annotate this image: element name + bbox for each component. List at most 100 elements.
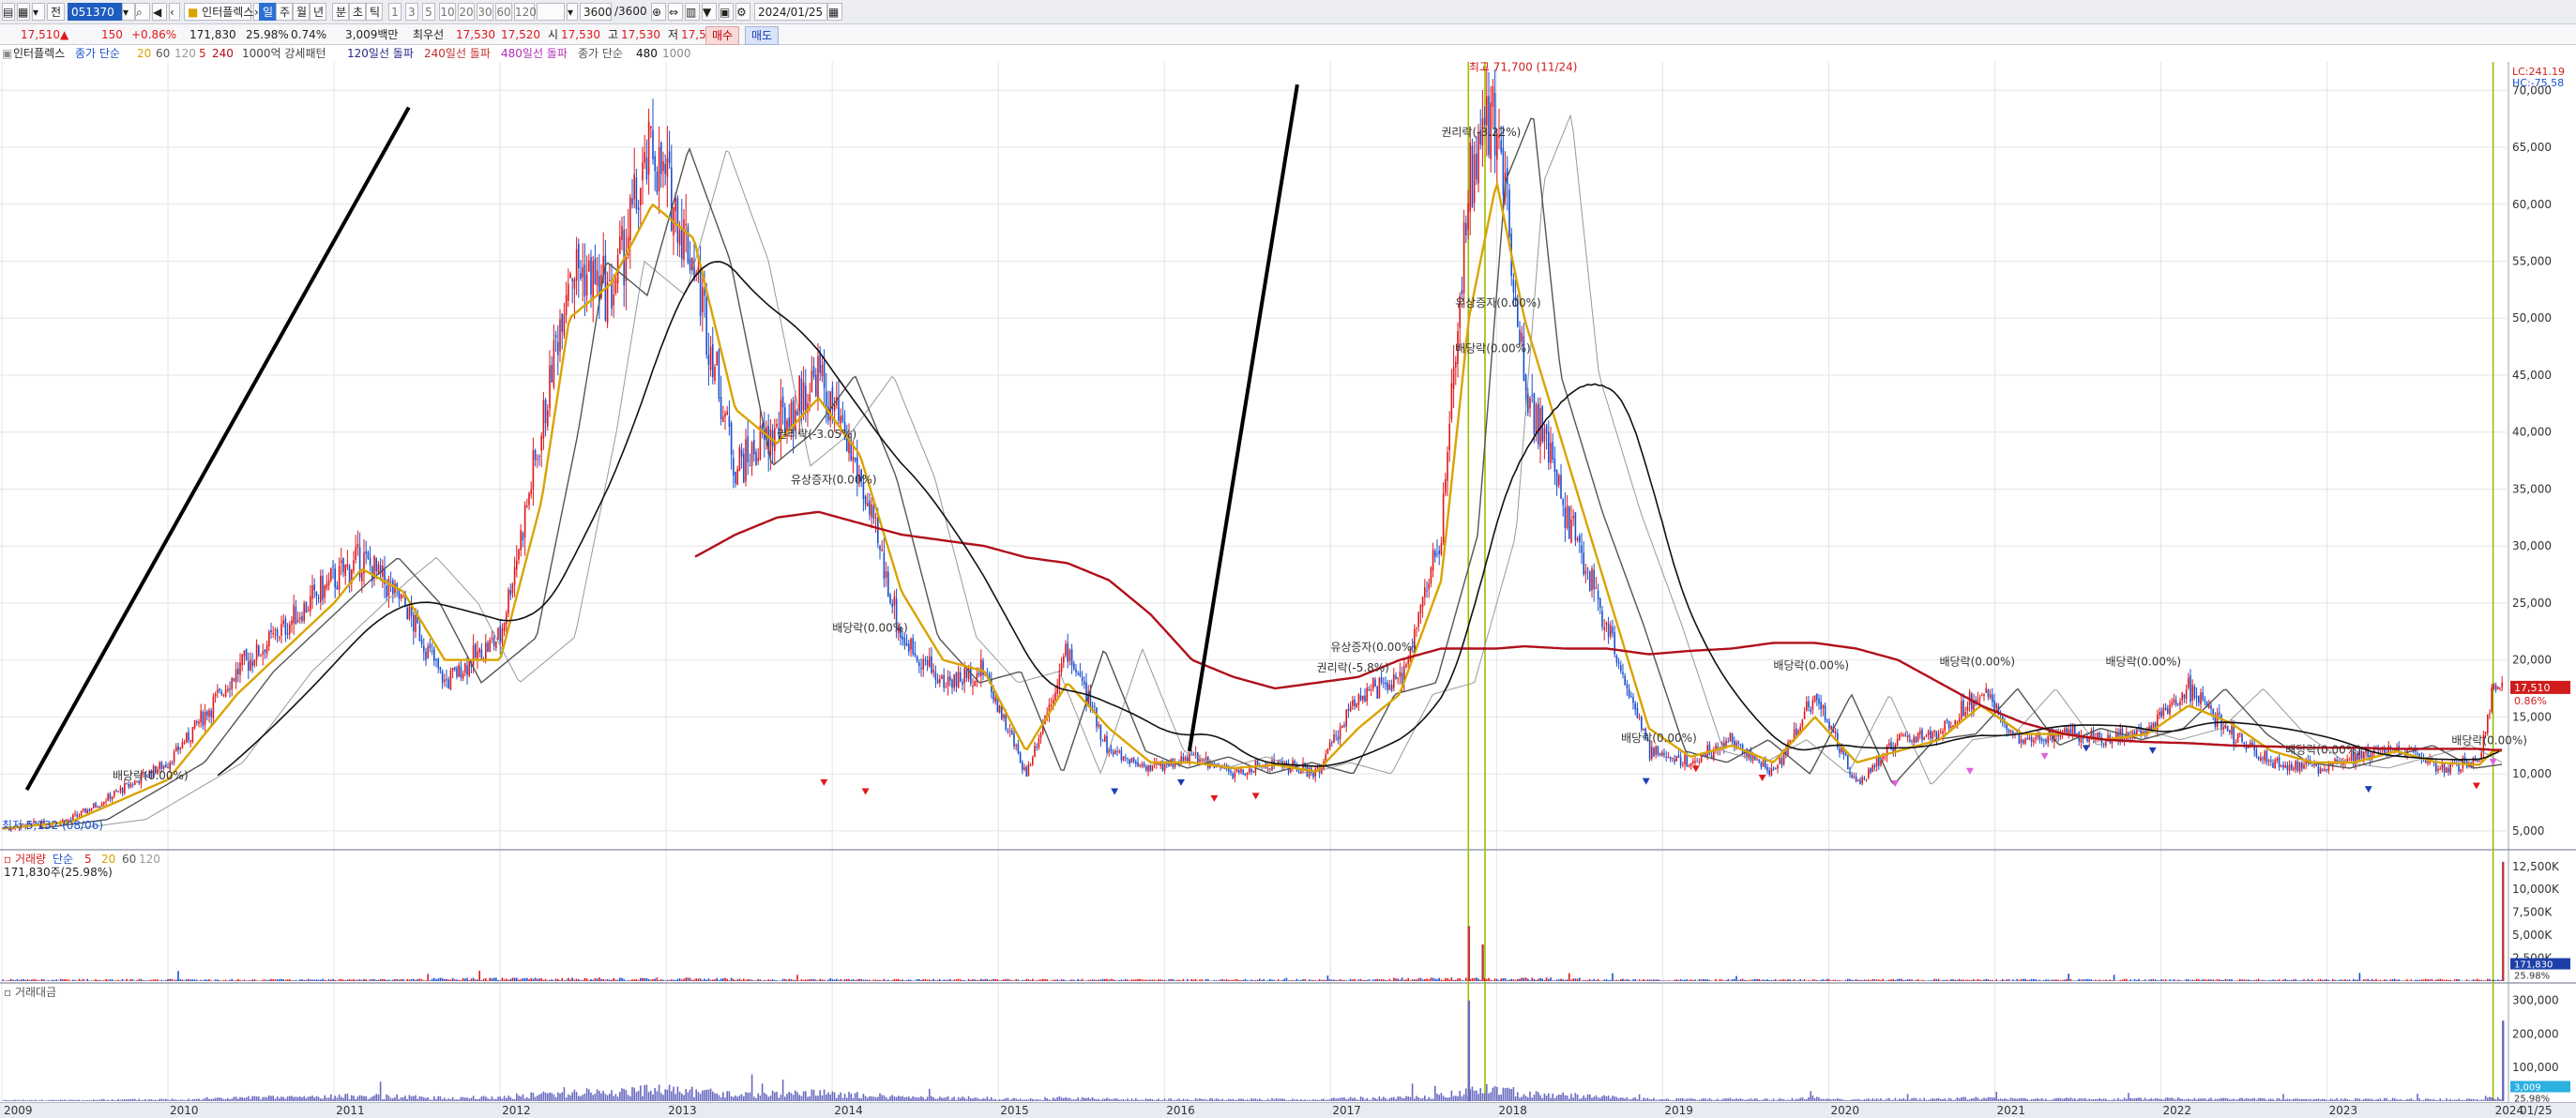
candle-body [660,142,662,174]
amount-bar [1524,1095,1527,1101]
candle-body [1981,695,1983,697]
calendar-icon[interactable]: ▦ [827,3,842,21]
period-week[interactable]: 주 [276,3,293,21]
candle-body [2278,757,2281,768]
minute-30[interactable]: 30 [477,3,493,21]
legend-ma-60[interactable]: 60 [156,47,171,60]
period-minute[interactable]: 분 [332,3,349,21]
legend-ma480b-label[interactable]: 종가 단순 [578,47,623,60]
volume-bar [2257,978,2260,981]
zoom-icon[interactable]: ⊕ [651,3,666,21]
minute-20[interactable]: 20 [458,3,475,21]
legend-ma-20[interactable]: 20 [137,47,152,60]
amount-bar [307,1096,310,1101]
candle-body [1416,627,1417,628]
amount-bar [709,1088,712,1101]
count-input[interactable]: 3600 [580,3,613,21]
custom-period-input[interactable] [537,3,565,21]
candle-body [2069,729,2072,735]
amount-bar [1760,1099,1763,1101]
volume-bar [1971,980,1973,981]
gear-icon[interactable]: ⚙ [735,3,750,21]
sell-button[interactable]: 매도 [745,26,780,45]
volume-bar [2449,979,2451,981]
amount-bar [2329,1098,2332,1101]
stock-chart[interactable]: 최고 71,700 (11/24)최저 5,132 (08/06)배당락(0.0… [0,62,2576,1118]
candle-body [1477,132,1479,184]
filter-icon[interactable]: ▼ [702,3,717,21]
code-dropdown-icon[interactable]: ▾ [122,3,135,21]
volume-bar [943,979,945,981]
legend-stock[interactable]: 인터플렉스 [13,47,66,60]
period-second[interactable]: 초 [349,3,366,21]
volume-bar [1032,978,1034,981]
buy-button[interactable]: 매수 [705,26,740,45]
stock-name-label: 인터플렉스 [202,6,254,19]
period-tick[interactable]: 틱 [366,3,383,21]
volume-bar [1436,979,1438,981]
volume-bar [2047,979,2049,981]
period-day[interactable]: 일 [259,3,276,21]
volume-spike [1481,944,1484,981]
legend-ma-120[interactable]: 120 [174,47,196,60]
amount-bar [1754,1098,1756,1101]
legend-ma-5[interactable]: 5 [199,47,206,60]
volume-bar [1290,980,1292,981]
stock-name[interactable]: ■ 인터플렉스 [184,3,254,21]
candle-body [175,747,177,751]
volume-bar [908,979,910,981]
minute-3[interactable]: 3 [405,3,418,21]
volume-bar [165,979,167,981]
legend-ma240-break[interactable]: 240일선 돌파 [424,47,491,60]
volume-bar [33,978,35,981]
amount-bar [148,1099,150,1101]
legend-ma480-break[interactable]: 480일선 돌파 [501,47,568,60]
candle-body [1651,747,1653,759]
window-menu-icon[interactable]: ▤ [2,3,15,21]
legend-toggle-icon[interactable]: ▣ [2,47,13,60]
prev-icon[interactable]: ‹ [169,3,180,21]
legend-ma120-break[interactable]: 120일선 돌파 [347,47,414,60]
legend-ma-240[interactable]: 240 [212,47,234,60]
volume-bar [726,978,728,981]
candle-body [722,415,724,422]
candle-body [1417,612,1419,627]
amount-bar [332,1098,334,1101]
scroll-icon[interactable]: ⇔ [668,3,683,21]
market-select[interactable]: 전 [47,3,66,21]
dropdown-icon[interactable]: ▾ [32,3,45,21]
amount-bar [358,1095,361,1101]
grid-icon[interactable]: ▥ [685,3,700,21]
legend-ma-1000[interactable]: 1000 [662,47,691,60]
amount-bar [208,1098,210,1101]
search-icon[interactable]: ⌕ [135,3,150,21]
layout-icon[interactable]: ▦ [17,3,30,21]
candle-body [1393,674,1395,688]
period-dropdown-icon[interactable]: ▾ [567,3,578,21]
date-input[interactable]: 2024/01/25 [754,3,827,21]
volume-bar [1158,979,1159,981]
minute-5[interactable]: 5 [422,3,435,21]
candle-body [960,672,962,682]
volume-bar [1053,979,1054,981]
amount-bar [2276,1098,2279,1101]
volume-bar [208,978,210,981]
save-icon[interactable]: ▣ [719,3,734,21]
period-month[interactable]: 월 [293,3,310,21]
minute-10[interactable]: 10 [439,3,456,21]
period-year[interactable]: 년 [310,3,326,21]
minute-120[interactable]: 120 [514,3,537,21]
volume-bar [869,979,871,981]
amount-bar [291,1095,293,1101]
volume-bar [854,979,856,981]
amount-bar [2406,1098,2408,1101]
stock-code-input[interactable]: 051370 [68,3,122,21]
legend-pattern[interactable]: 1000억 강세패턴 [242,47,326,60]
sound-icon[interactable]: ◀ [152,3,167,21]
legend-ma-480[interactable]: 480 [636,47,658,60]
legend-ma-label[interactable]: 종가 단순 [75,47,120,60]
minute-1[interactable]: 1 [388,3,402,21]
minute-60[interactable]: 60 [495,3,512,21]
amount-bar [1479,1088,1481,1101]
volume-bar [501,977,504,981]
